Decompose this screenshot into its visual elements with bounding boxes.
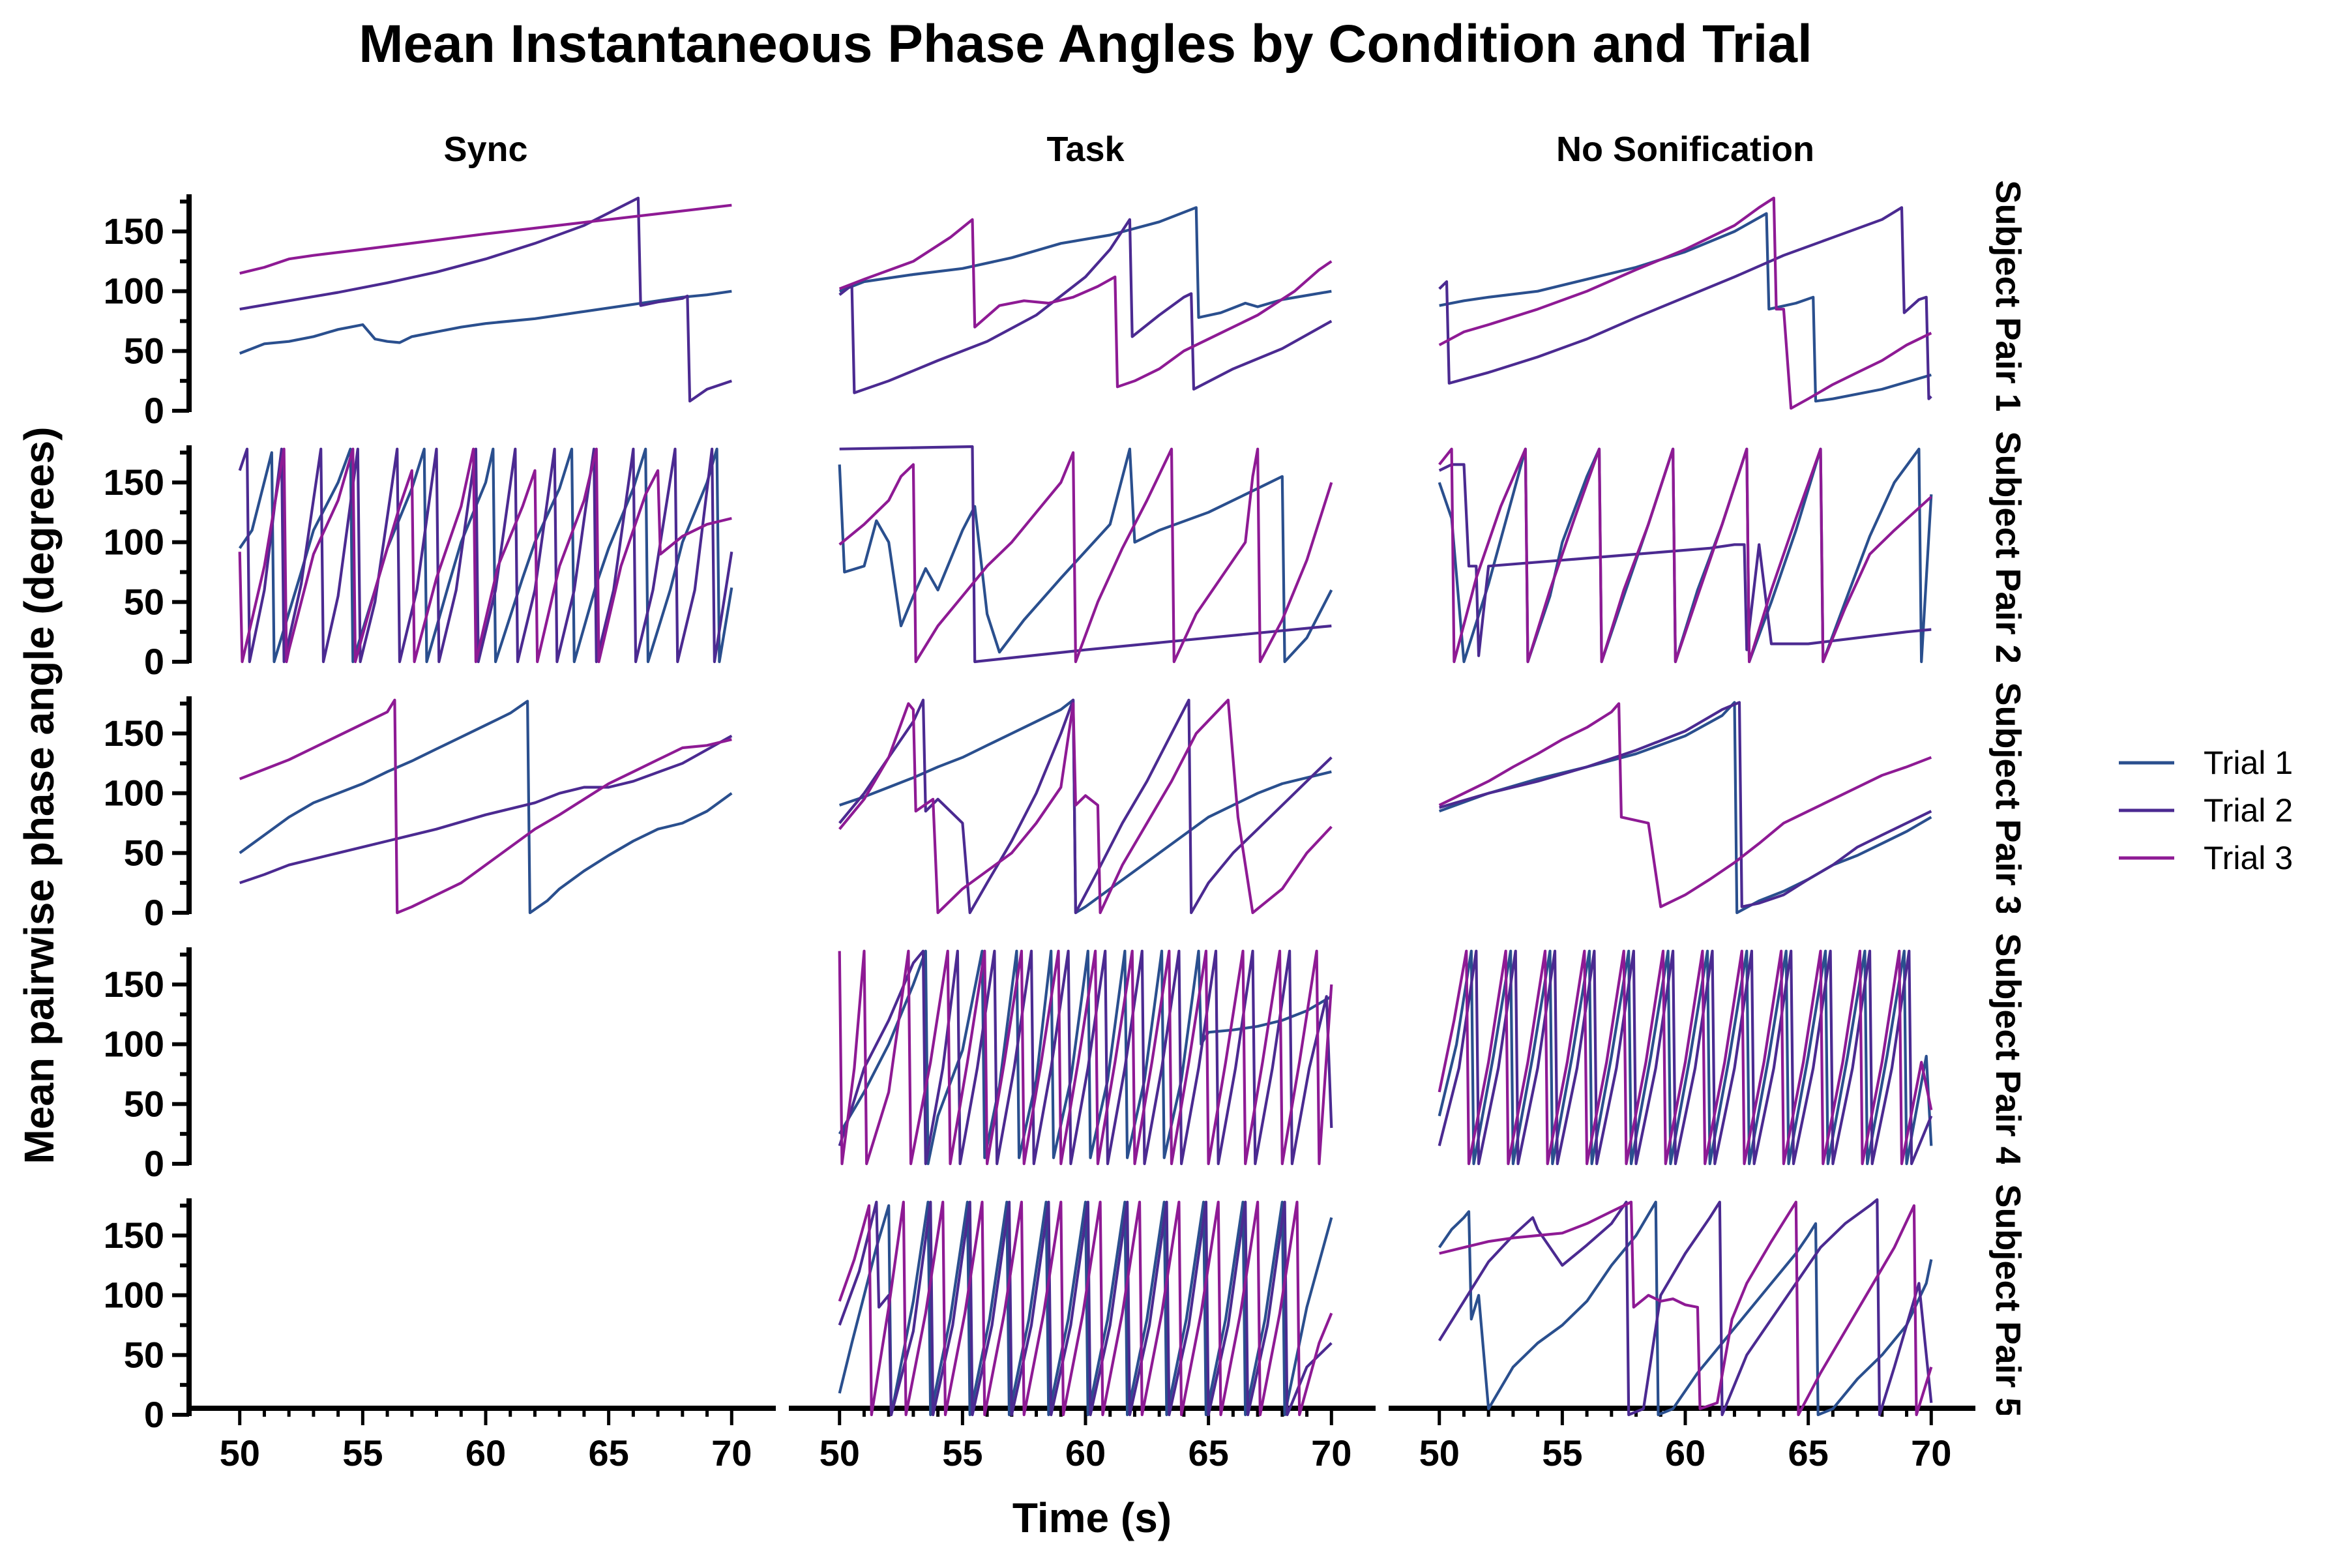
series-line-trial-3: [838, 1200, 1333, 1417]
series-line-trial-1: [1438, 1200, 1933, 1417]
legend: Trial 1 Trial 2 Trial 3: [2119, 745, 2293, 876]
series-line-trial-2: [238, 447, 733, 664]
series-line-trial-2: [838, 1200, 1333, 1417]
y-tick-label: 100: [104, 271, 164, 312]
x-tick-label: 70: [1911, 1432, 1951, 1473]
series-line-trial-3: [838, 949, 1333, 1166]
column-label: Sync: [443, 130, 527, 169]
column-label: Task: [1046, 130, 1125, 169]
x-tick-label: 70: [1311, 1432, 1351, 1473]
row-label: Subject Pair 5: [1988, 1184, 2028, 1417]
y-tick-label: 0: [144, 390, 164, 431]
x-tick-label: 55: [1542, 1432, 1582, 1473]
series-line-trial-2: [1438, 1198, 1933, 1417]
x-tick-label: 50: [220, 1432, 260, 1473]
series-line-trial-3: [838, 698, 1333, 915]
series-line-trial-3: [238, 447, 732, 664]
series-line-trial-1: [838, 206, 1332, 319]
series-line-trial-1: [1439, 212, 1932, 403]
row-label: Subject Pair 3: [1988, 682, 2028, 915]
series-line-trial-1: [238, 447, 733, 664]
series-line-trial-3: [838, 447, 1333, 664]
series-line-trial-3: [1438, 447, 1932, 664]
x-tick-label: 60: [465, 1432, 506, 1473]
y-tick-label: 50: [124, 330, 164, 371]
series-line-trial-3: [239, 203, 732, 275]
x-tick-label: 60: [1065, 1432, 1106, 1473]
series-line-trial-3: [1438, 196, 1932, 410]
series-line-trial-2: [1438, 206, 1932, 400]
series-line-trial-2: [838, 698, 1333, 915]
legend-label: Trial 3: [2204, 840, 2293, 876]
series-line-trial-2: [1438, 463, 1932, 657]
y-tick-label: 100: [104, 522, 164, 563]
x-tick-label: 70: [711, 1432, 752, 1473]
series-line-trial-3: [1439, 1200, 1933, 1417]
y-tick-label: 50: [124, 832, 164, 873]
series-line-trial-3: [1438, 702, 1932, 908]
y-tick-label: 150: [104, 211, 164, 252]
legend-label: Trial 1: [2204, 745, 2293, 781]
series-line-trial-1: [838, 1200, 1333, 1417]
y-tick-label: 50: [124, 1083, 164, 1124]
legend-label: Trial 2: [2204, 792, 2293, 829]
series-line-trial-3: [838, 218, 1333, 389]
x-tick-label: 50: [819, 1432, 860, 1473]
x-tick-label: 65: [588, 1432, 628, 1473]
panels-layer: Sync Task No Sonification Subject Pair 1 Sub…: [104, 130, 2028, 1473]
column-label: No Sonification: [1556, 130, 1814, 169]
y-tick-label: 50: [124, 581, 164, 622]
series-line-trial-2: [239, 734, 733, 885]
y-tick-label: 150: [104, 964, 164, 1005]
x-tick-label: 55: [942, 1432, 982, 1473]
series-line-trial-2: [239, 196, 732, 403]
y-tick-label: 0: [144, 1143, 164, 1184]
x-axis-title: Time (s): [1012, 1494, 1172, 1541]
series-line-trial-2: [1439, 701, 1932, 908]
row-label: Subject Pair 1: [1988, 180, 2028, 413]
series-line-trial-2: [1438, 949, 1933, 1166]
series-line-trial-3: [1438, 949, 1933, 1166]
x-tick-label: 60: [1665, 1432, 1705, 1473]
series-line-trial-2: [839, 445, 1332, 664]
y-tick-label: 150: [104, 713, 164, 754]
y-tick-label: 0: [144, 892, 164, 933]
chart-title: Mean Instantaneous Phase Angles by Condi…: [359, 14, 1812, 74]
y-tick-label: 0: [144, 1394, 164, 1435]
y-tick-label: 50: [124, 1334, 164, 1375]
row-label: Subject Pair 4: [1988, 933, 2028, 1166]
y-axis-title: Mean pairwise phase angle (degrees): [16, 426, 63, 1164]
series-line-trial-1: [239, 700, 733, 915]
series-line-trial-1: [239, 289, 732, 355]
y-tick-label: 100: [104, 1275, 164, 1316]
x-tick-label: 65: [1788, 1432, 1828, 1473]
series-line-trial-1: [1438, 701, 1932, 915]
series-line-trial-1: [838, 949, 1333, 1166]
x-tick-label: 55: [342, 1432, 383, 1473]
y-tick-label: 100: [104, 773, 164, 814]
series-line-trial-3: [239, 698, 732, 915]
series-line-trial-2: [838, 218, 1333, 394]
y-tick-label: 0: [144, 641, 164, 682]
x-tick-label: 65: [1188, 1432, 1228, 1473]
y-tick-label: 100: [104, 1024, 164, 1065]
x-tick-label: 50: [1419, 1432, 1460, 1473]
y-tick-label: 150: [104, 1215, 164, 1256]
y-tick-label: 150: [104, 462, 164, 503]
row-label: Subject Pair 2: [1988, 431, 2028, 664]
